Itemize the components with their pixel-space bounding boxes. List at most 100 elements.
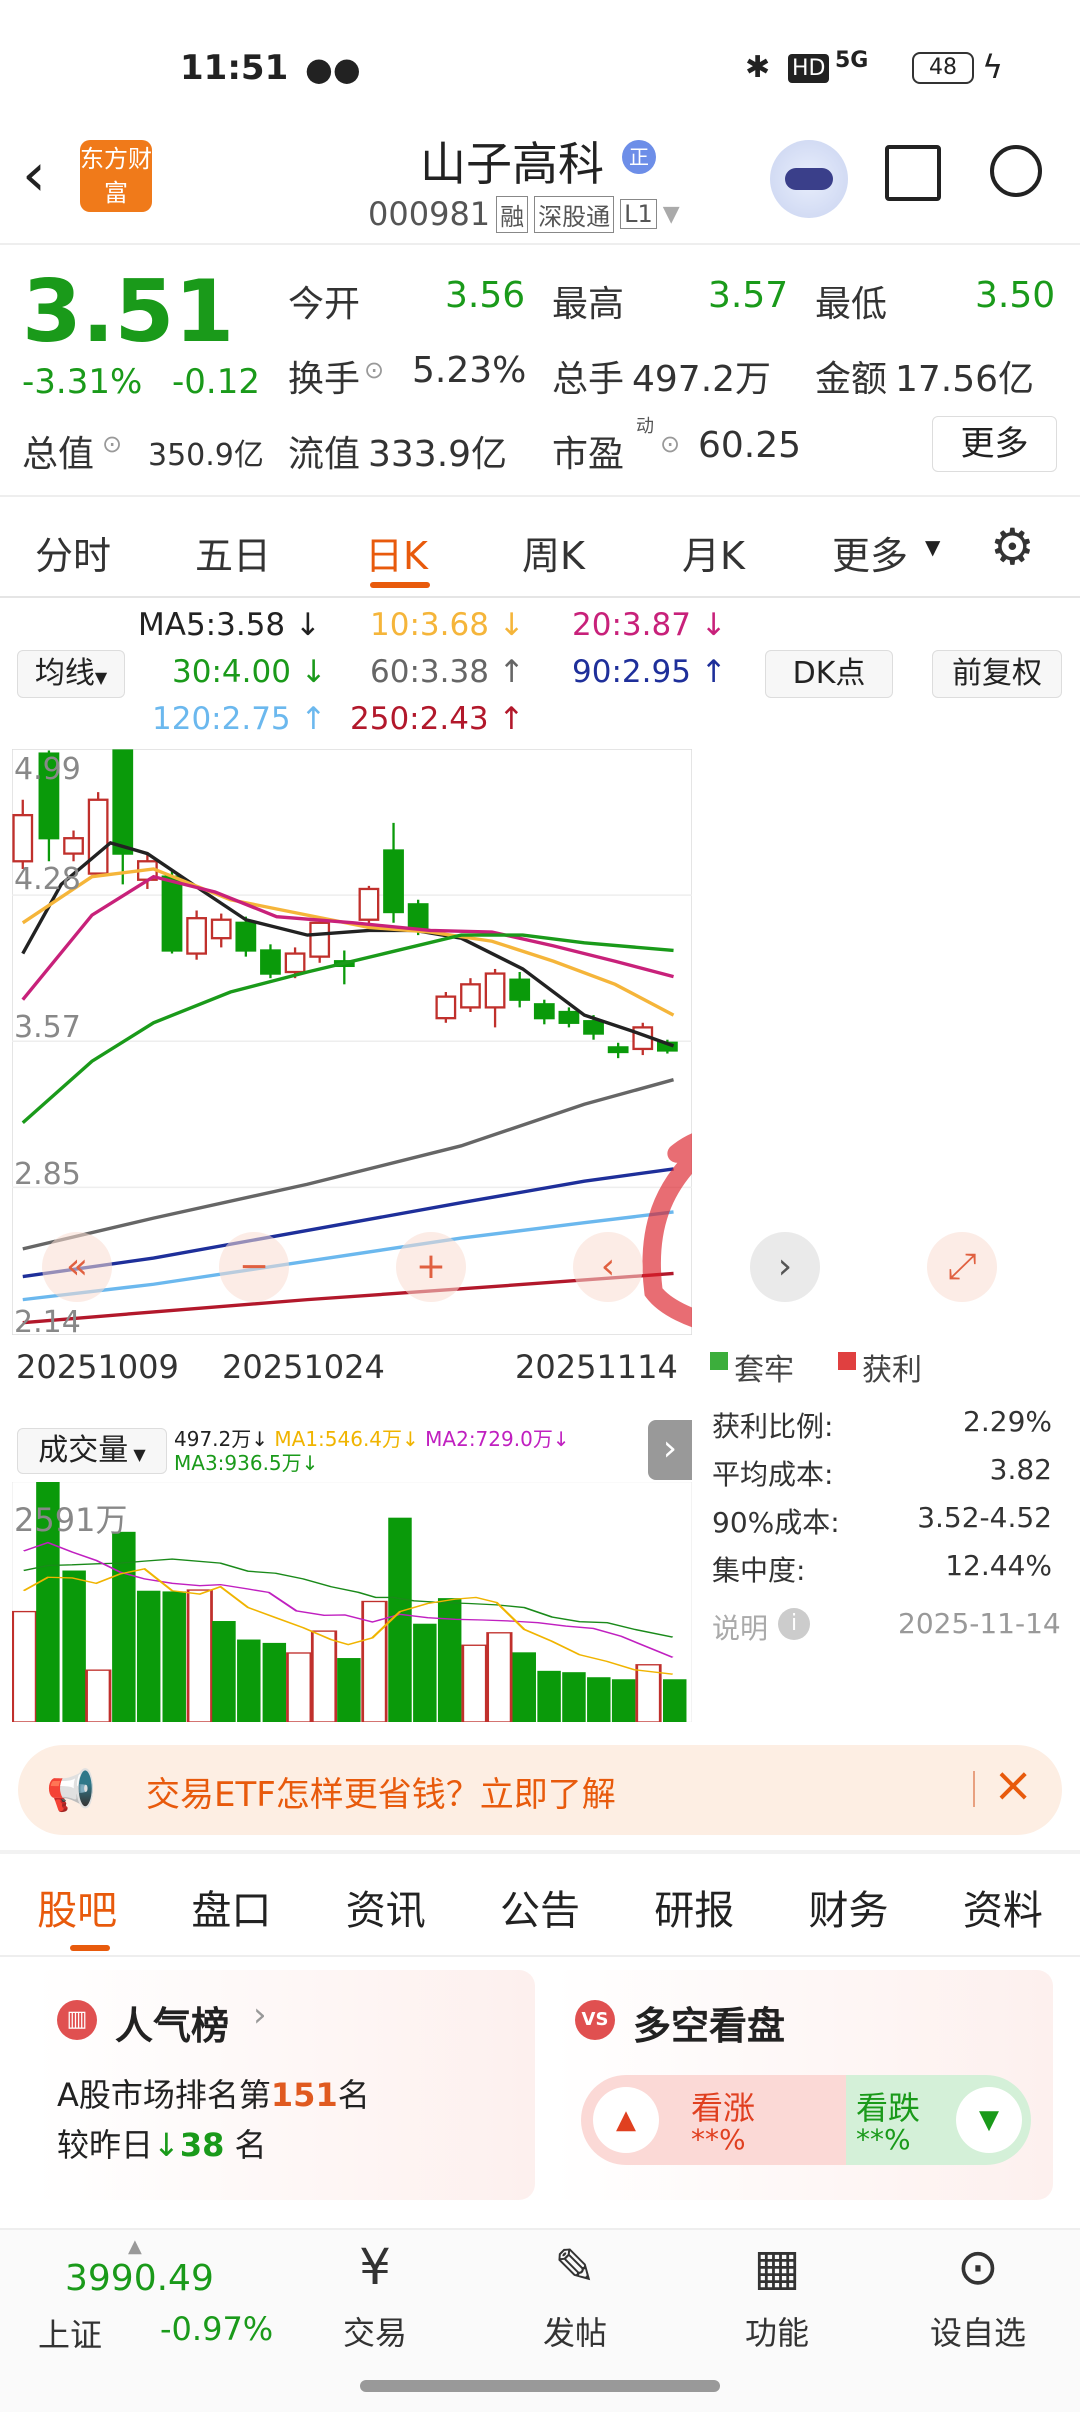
search-icon[interactable]: [990, 145, 1042, 197]
ma10-line: [21, 867, 675, 1017]
note-link[interactable]: 说明: [712, 1612, 769, 1645]
info-dots-icon[interactable]: ⊙: [102, 430, 123, 458]
date-label-mid: 20251024: [222, 1348, 385, 1386]
index-change[interactable]: -0.97%: [160, 2310, 274, 2348]
candle-down: [112, 749, 134, 855]
tab-intraday[interactable]: 分时: [35, 534, 112, 578]
tab-finance[interactable]: 财务: [808, 1888, 889, 1934]
volume-max-label: 2591万: [14, 1501, 128, 1539]
turnover-value: 5.23%: [412, 350, 527, 391]
tab-more[interactable]: 更多: [832, 534, 909, 578]
expand-panel-button[interactable]: ›: [648, 1420, 692, 1480]
rank-suffix: 名: [337, 2076, 370, 2114]
candle-down: [161, 875, 183, 952]
tab-announcements[interactable]: 公告: [499, 1888, 580, 1934]
ma5-line: [21, 840, 675, 1048]
tab-daily-k[interactable]: 日K: [365, 534, 428, 578]
bullish-button[interactable]: ▲ 看涨 **%: [581, 2075, 846, 2165]
candle-up: [309, 921, 331, 958]
settings-gear-icon[interactable]: ⚙: [990, 518, 1035, 576]
divider: [0, 495, 1080, 497]
rank-text: A股市场排名第151名: [57, 2070, 370, 2116]
divider: [0, 596, 1080, 598]
dk-point-button[interactable]: DK点: [765, 650, 893, 698]
ma90-line: [22, 1167, 674, 1279]
chevron-down-icon: ▼: [925, 535, 941, 559]
scroll-left-button[interactable]: ‹: [573, 1232, 643, 1302]
stat-value: 3.82: [989, 1453, 1052, 1486]
stat-row: 90%成本: 3.52-4.52: [712, 1501, 1052, 1549]
indicator-selector[interactable]: 均线▼: [17, 650, 125, 698]
volume-bar-down: [36, 1482, 60, 1722]
back-button[interactable]: ‹: [22, 140, 46, 210]
tab-monthly-k[interactable]: 月K: [682, 534, 745, 578]
arrow-down-icon: ↓: [153, 2126, 180, 2164]
volume-bar-down: [337, 1658, 361, 1722]
low-label: 最低: [815, 284, 888, 325]
bearish-button[interactable]: 看跌 **% ▼: [846, 2075, 1031, 2165]
tab-five-day[interactable]: 五日: [195, 534, 272, 578]
zoom-in-button[interactable]: +: [396, 1232, 466, 1302]
tab-guba[interactable]: 股吧: [37, 1888, 118, 1934]
scroll-start-button[interactable]: «: [42, 1232, 112, 1302]
tab-news[interactable]: 资讯: [345, 1888, 426, 1934]
nav-functions[interactable]: ▦ 功能: [697, 2238, 857, 2354]
chevron-right-icon: ›: [253, 1995, 267, 2035]
candle-down: [383, 849, 404, 914]
volume-bar-down: [388, 1517, 412, 1722]
stock-code-row[interactable]: 000981 融 深股通 L1 ▼: [368, 195, 680, 233]
price-label: 4.28: [14, 862, 81, 897]
index-name[interactable]: 上证: [38, 2316, 103, 2354]
profit-legend-swatch: [838, 1352, 856, 1370]
candle-down: [235, 921, 257, 952]
pe-dynamic-sup: 动: [636, 416, 654, 437]
price-label-low: 2.14: [14, 1305, 81, 1340]
adjust-price-button[interactable]: 前复权: [932, 650, 1062, 698]
sentiment-card[interactable]: VS 多空看盘 ▲ 看涨 **% 看跌 **% ▼: [553, 1970, 1053, 2200]
nav-trade[interactable]: ¥ 交易: [295, 2238, 455, 2354]
open-label: 今开: [288, 284, 361, 325]
fullscreen-button[interactable]: ⤢: [927, 1232, 997, 1302]
info-icon[interactable]: i: [778, 1608, 810, 1640]
nav-add-watchlist[interactable]: ⊙ 设自选: [898, 2238, 1058, 2354]
volume-selector-label: 成交量: [38, 1433, 129, 1468]
volume-legend: 497.2万↓ MA1:546.4万↓ MA2:729.0万↓ MA3:936.…: [174, 1427, 640, 1475]
close-banner-icon[interactable]: ×: [993, 1757, 1034, 1813]
nav-post[interactable]: ✎ 发帖: [495, 2238, 655, 2354]
info-dots-icon[interactable]: ⊙: [364, 356, 385, 384]
ma-value: 250:2.43: [350, 701, 489, 737]
scroll-right-button[interactable]: ›: [750, 1232, 820, 1302]
signal-icon: 5G: [835, 48, 869, 73]
etf-promo-banner[interactable]: 📢 交易ETF怎样更省钱？立即了解 ×: [18, 1745, 1062, 1835]
volume-label: 总手: [552, 359, 625, 400]
badge-szconnect: 深股通: [534, 195, 615, 233]
popularity-card[interactable]: ▥ 人气榜 › A股市场排名第151名 较昨日↓38 名: [35, 1970, 535, 2200]
volume-ma1-line: [22, 1567, 673, 1675]
candle-up: [87, 798, 109, 875]
ma30-legend: 30:4.00 ↓: [172, 654, 327, 690]
tab-profile[interactable]: 资料: [962, 1888, 1043, 1934]
stat-value: 3.52-4.52: [917, 1501, 1052, 1534]
stat-label: 集中度:: [712, 1554, 806, 1587]
float-cap-label: 流值: [288, 434, 361, 475]
tab-research[interactable]: 研报: [654, 1888, 735, 1934]
sentiment-title: 多空看盘: [633, 2004, 786, 2048]
tab-pankou[interactable]: 盘口: [191, 1888, 272, 1934]
zoom-out-button[interactable]: −: [219, 1232, 289, 1302]
index-value[interactable]: 3990.49: [65, 2258, 214, 2299]
ai-assistant-avatar[interactable]: [770, 140, 848, 218]
date-label-start: 20251009: [16, 1348, 179, 1386]
share-icon[interactable]: [885, 145, 941, 201]
more-quote-button[interactable]: 更多: [932, 416, 1057, 472]
volume-indicator-selector[interactable]: 成交量 ▼: [17, 1428, 167, 1474]
tab-weekly-k[interactable]: 周K: [522, 534, 585, 578]
hd-icon: HD: [788, 54, 830, 83]
nav-label: 设自选: [929, 2314, 1026, 2352]
info-dots-icon[interactable]: ⊙: [660, 430, 681, 458]
chip-stats: 获利比例: 2.29% 平均成本: 3.82 90%成本: 3.52-4.52 集中度…: [712, 1405, 1052, 1597]
bearish-label: 看跌: [856, 2089, 921, 2127]
candlestick-chart[interactable]: [12, 749, 692, 1335]
date-label-end: 20251114: [515, 1348, 678, 1386]
home-indicator[interactable]: [360, 2380, 720, 2392]
volume-bar-up: [486, 1632, 513, 1722]
